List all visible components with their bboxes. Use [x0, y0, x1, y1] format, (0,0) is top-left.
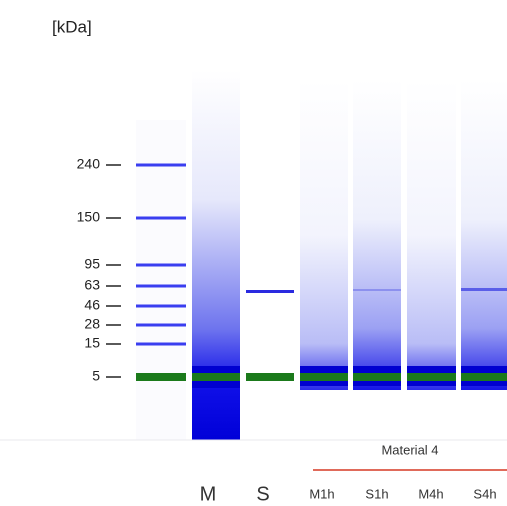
ladder-label: 95	[84, 256, 100, 272]
lane-label: M4h	[418, 486, 443, 501]
ladder-label: 28	[84, 316, 100, 332]
ladder-label: 46	[84, 297, 100, 313]
lane-m4h	[407, 80, 456, 390]
lane-s4h	[461, 80, 507, 390]
ladder-label: 63	[84, 277, 100, 293]
ladder-band	[136, 217, 186, 220]
ladder-label: 15	[84, 335, 100, 351]
ladder-lane	[136, 120, 186, 440]
band	[353, 289, 401, 291]
lane-label: S4h	[473, 486, 496, 501]
green-band	[353, 373, 401, 381]
group-label: Material 4	[381, 442, 438, 457]
ladder-band	[136, 264, 186, 267]
ladder-label: 240	[77, 156, 101, 172]
ladder-band	[136, 285, 186, 288]
green-band	[461, 373, 507, 381]
green-bands	[136, 366, 507, 388]
green-band	[136, 373, 186, 381]
lane-label: S	[256, 483, 269, 505]
ladder-band	[136, 343, 186, 346]
lane-s1h	[353, 80, 401, 390]
ladder-label: 150	[77, 209, 101, 225]
lane-label: M	[200, 483, 217, 505]
ladder-band	[136, 324, 186, 327]
lane-labels: M S M1h S1h M4h S4h	[200, 483, 497, 505]
green-band	[300, 373, 348, 381]
lane-s	[246, 270, 294, 390]
gel-figure: [kDa] 240 150 95 63 46 28 15 5 Material 4 M S M1h…	[0, 0, 507, 506]
ladder-label: 5	[92, 368, 100, 384]
lane-label: S1h	[365, 486, 388, 501]
axis-unit: [kDa]	[52, 17, 92, 36]
band	[246, 290, 294, 293]
green-band	[407, 373, 456, 381]
green-band	[246, 373, 294, 381]
band	[461, 288, 507, 291]
ladder-band	[136, 305, 186, 308]
green-band	[192, 373, 240, 381]
lane-label: M1h	[309, 486, 334, 501]
ladder-band	[136, 164, 186, 167]
lane-m1h	[300, 80, 348, 390]
